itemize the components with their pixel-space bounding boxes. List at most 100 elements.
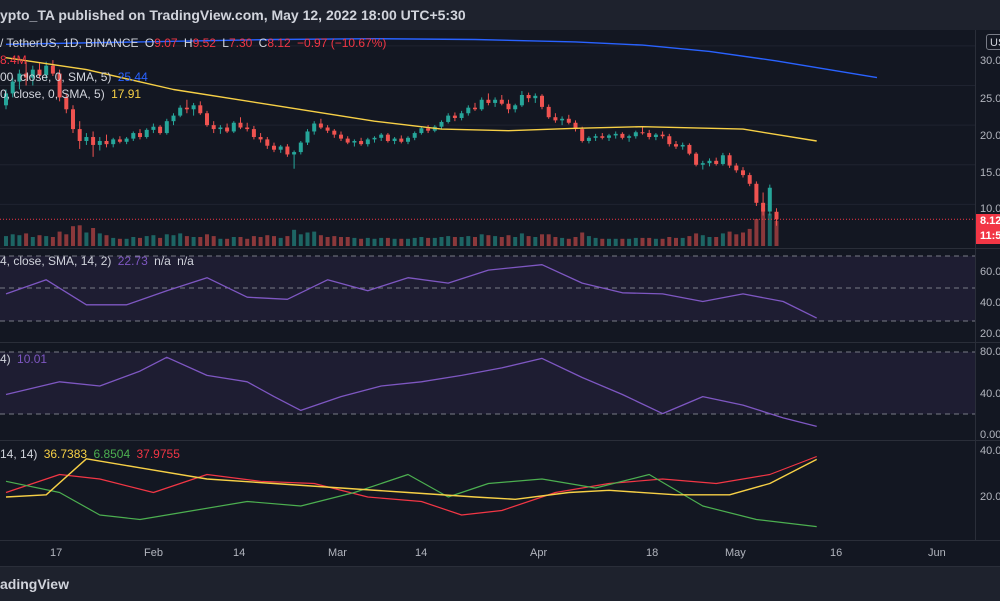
candle-body: [124, 138, 129, 142]
volume-bar: [138, 237, 142, 246]
volume-bar: [720, 233, 725, 246]
time-axis-label: Jun: [928, 547, 946, 559]
candle-body: [138, 133, 142, 138]
stoch-rsi-line: [5, 264, 817, 319]
volume-bar: [211, 236, 216, 246]
candle-body: [714, 160, 719, 164]
candle-body: [519, 95, 524, 106]
volume-bar: [741, 232, 745, 246]
candle-body: [91, 137, 96, 145]
candle-body: [734, 165, 739, 171]
candle-body: [640, 132, 645, 134]
minus-di-line: [5, 455, 817, 516]
candle-body: [747, 175, 752, 184]
candle-body: [620, 133, 625, 138]
ohlc-open: O9.07: [144, 36, 178, 50]
dmi-axis-label: 20.00: [980, 491, 1000, 503]
pane-separator[interactable]: [0, 248, 1000, 249]
volume-bar: [225, 238, 230, 246]
pane-separator[interactable]: [0, 440, 1000, 441]
candle-body: [372, 137, 377, 140]
price-axis-label: 10.00: [980, 203, 1000, 215]
volume-bar: [419, 237, 424, 246]
volume-bar: [714, 237, 719, 246]
volume-bar: [687, 236, 692, 246]
volume-bar: [184, 236, 189, 246]
volume-bar: [653, 238, 658, 246]
ohlc-low: L7.30: [222, 36, 253, 50]
volume-bar: [459, 237, 464, 246]
volume-bar: [399, 238, 404, 246]
volume-bar: [580, 232, 585, 246]
volume-value: 8.4M: [0, 53, 27, 67]
candle-body: [339, 134, 343, 139]
candle-body: [761, 202, 766, 212]
volume-bar: [251, 236, 256, 246]
candle-body: [205, 113, 209, 126]
candle-body: [345, 138, 350, 143]
footer-brand: adingView: [0, 566, 1000, 601]
candle-body: [178, 107, 183, 116]
candle-body: [700, 163, 705, 165]
adx-value: 36.7383: [43, 447, 88, 461]
volume-bar: [178, 233, 183, 246]
currency-button[interactable]: US: [986, 34, 1000, 50]
volume-bar: [71, 226, 75, 246]
volume-bar: [452, 237, 457, 246]
volume-bar: [406, 238, 410, 246]
volume-bar: [754, 219, 759, 246]
dmi-axis-label: 40.00: [980, 445, 1000, 457]
dmi-params: 14, 14): [0, 447, 38, 461]
time-axis-label: Mar: [328, 547, 347, 559]
volume-bar: [318, 235, 323, 246]
candle-body: [238, 122, 243, 128]
candle-body: [627, 136, 632, 138]
volume-bar: [600, 238, 605, 246]
volume-bar: [117, 238, 122, 246]
candle-body: [426, 128, 431, 131]
pane-separator[interactable]: [0, 342, 1000, 343]
volume-bar: [265, 235, 270, 246]
time-axis[interactable]: 17 Feb 14 Mar 14 Apr 18 May 16 Jun: [0, 540, 1000, 567]
candle-body: [452, 115, 457, 118]
volume-bar: [553, 237, 558, 246]
volume-bar: [258, 237, 263, 246]
stoch-rsi-na-1: n/a: [154, 254, 171, 268]
volume-bar: [473, 237, 477, 246]
candle-body: [586, 137, 591, 141]
ma-long-params: 00, close, 0, SMA, 5): [0, 70, 112, 84]
volume-bar: [44, 236, 49, 246]
volume-bar: [131, 237, 136, 246]
volume-bar: [647, 237, 652, 246]
candle-body: [412, 133, 417, 138]
candle-body: [144, 129, 149, 138]
price-axis-label: 15.00: [980, 167, 1000, 179]
volume-bar: [519, 233, 524, 246]
volume-bar: [151, 235, 156, 246]
candle-body: [251, 129, 256, 138]
candle-body: [479, 99, 484, 110]
candle-body: [754, 183, 759, 203]
volume-bar: [91, 228, 96, 246]
stoch-rsi-legend: 4, close, SMA, 14, 2) 22.73 n/a n/a: [0, 254, 197, 268]
candle-body: [4, 93, 8, 106]
candle-body: [720, 155, 725, 164]
volume-bar: [513, 237, 518, 246]
current-price-badge: 8.12 11:5: [976, 214, 1000, 244]
candle-body: [258, 137, 263, 140]
volume-bar: [694, 233, 699, 246]
candle-body: [318, 123, 323, 128]
volume-bar: [392, 238, 397, 246]
dmi-legend: 14, 14) 36.7383 6.8504 37.9755: [0, 447, 183, 461]
chart-area[interactable]: [0, 30, 975, 540]
volume-bar: [640, 237, 645, 246]
volume-bar: [17, 235, 22, 246]
rsi-value: 10.01: [17, 352, 48, 366]
stoch-axis-label: 60.00: [980, 266, 1000, 278]
price-axis[interactable]: [975, 30, 1000, 540]
volume-bar: [660, 238, 665, 246]
volume-bar: [506, 235, 511, 246]
candle-body: [379, 134, 384, 138]
volume-bar: [446, 236, 451, 246]
candle-body: [30, 69, 35, 78]
